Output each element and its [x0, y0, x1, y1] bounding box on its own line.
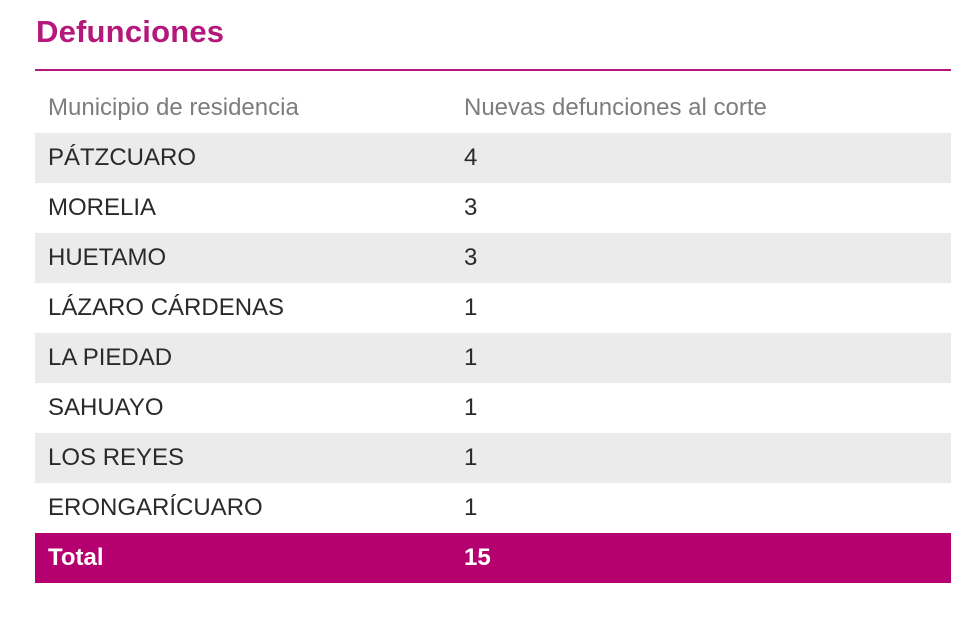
- table-total-row: Total 15: [35, 533, 951, 583]
- table-row: HUETAMO 3: [35, 233, 951, 283]
- header-nuevas-defunciones: Nuevas defunciones al corte: [464, 94, 767, 121]
- municipio-cell: SAHUAYO: [48, 394, 164, 421]
- municipio-cell: MORELIA: [48, 194, 157, 221]
- table-row: MORELIA 3: [35, 183, 951, 233]
- nuevas-cell: 4: [464, 144, 478, 171]
- nuevas-cell: 3: [464, 194, 478, 221]
- total-value: 15: [464, 544, 491, 571]
- nuevas-cell: 3: [464, 244, 478, 271]
- section-title: Defunciones: [36, 14, 225, 49]
- municipio-cell: PÁTZCUARO: [48, 144, 197, 171]
- total-label: Total: [48, 544, 104, 571]
- nuevas-cell: 1: [464, 294, 478, 321]
- table-row: LOS REYES 1: [35, 433, 951, 483]
- defunciones-table: Municipio de residencia Nuevas defuncion…: [35, 83, 951, 583]
- header-municipio: Municipio de residencia: [48, 94, 299, 121]
- nuevas-cell: 1: [464, 494, 478, 521]
- table-row: ERONGARÍCUARO 1: [35, 483, 951, 533]
- table-header-row: Municipio de residencia Nuevas defuncion…: [35, 83, 951, 133]
- nuevas-cell: 1: [464, 394, 478, 421]
- nuevas-cell: 1: [464, 444, 478, 471]
- title-divider: [35, 69, 951, 71]
- table-row: LA PIEDAD 1: [35, 333, 951, 383]
- nuevas-cell: 1: [464, 344, 478, 371]
- table-row: PÁTZCUARO 4: [35, 133, 951, 183]
- table-row: SAHUAYO 1: [35, 383, 951, 433]
- table-row: LÁZARO CÁRDENAS 1: [35, 283, 951, 333]
- municipio-cell: ERONGARÍCUARO: [48, 494, 263, 521]
- municipio-cell: LOS REYES: [48, 444, 185, 471]
- municipio-cell: HUETAMO: [48, 244, 167, 271]
- municipio-cell: LÁZARO CÁRDENAS: [48, 294, 285, 321]
- municipio-cell: LA PIEDAD: [48, 344, 173, 371]
